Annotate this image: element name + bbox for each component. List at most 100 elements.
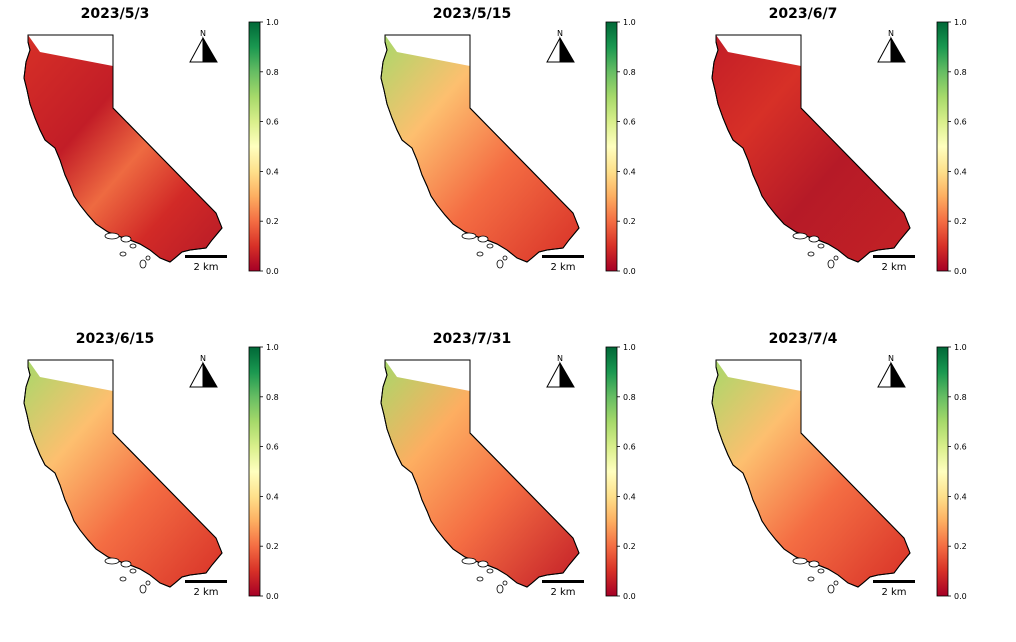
island-shape [129, 243, 137, 249]
colorbar-tick-label: 1.0 [954, 18, 967, 27]
colorbar-tick-label: 1.0 [266, 18, 279, 27]
map-svg: N 2 km 0.0 0.2 0.4 0.6 0.8 1.0 [23, 18, 279, 276]
colorbar-tick-label: 0.6 [266, 118, 279, 127]
colorbar-tick-label: 1.0 [623, 18, 636, 27]
island-shape [502, 255, 508, 261]
island-shape [827, 584, 835, 594]
scale-bar-label: 2 km [881, 262, 906, 273]
panel-title: 2023/7/31 [432, 331, 512, 347]
map-panel: 2023/6/15 N 2 km 0.0 0.2 0.4 0.6 0.8 1.0 [0, 325, 338, 638]
map-panel: 2023/7/4 N 2 km 0.0 0.2 0.4 0.6 0.8 1.0 [688, 325, 1016, 638]
island-shape [129, 568, 137, 574]
colorbar-tick-label: 0.8 [954, 68, 967, 77]
island-shape [792, 557, 808, 565]
island-shape [145, 580, 151, 586]
colorbar-tick-label: 0.8 [623, 68, 636, 77]
map-svg: N 2 km 0.0 0.2 0.4 0.6 0.8 1.0 [380, 343, 636, 601]
island-shape [139, 259, 147, 269]
colorbar-tick-label: 0.2 [954, 217, 967, 226]
north-arrow: N [877, 29, 906, 63]
north-label: N [200, 354, 206, 363]
map-svg: N 2 km 0.0 0.2 0.4 0.6 0.8 1.0 [711, 18, 967, 276]
scale-bar-label: 2 km [550, 587, 575, 598]
california-map [23, 359, 223, 588]
colorbar-tick-label: 0.6 [954, 443, 967, 452]
island-shape [119, 251, 127, 257]
colorbar-tick-label: 0.2 [266, 542, 279, 551]
north-label: N [888, 354, 894, 363]
colorbar-tick-label: 0.4 [266, 492, 279, 501]
panel-title: 2023/6/15 [75, 331, 155, 347]
panel-title: 2023/7/4 [768, 331, 838, 347]
colorbar-tick-label: 0.8 [266, 393, 279, 402]
island-shape [104, 557, 120, 565]
panel-title: 2023/5/3 [80, 6, 150, 22]
colorbar-tick-label: 0.0 [623, 592, 636, 601]
north-label: N [557, 29, 563, 38]
colorbar-tick-label: 0.8 [623, 393, 636, 402]
island-shape [807, 251, 815, 257]
map-panel: 2023/5/15 N 2 km 0.0 0.2 0.4 0.6 0.8 1.0 [357, 0, 695, 313]
colorbar-tick-label: 1.0 [954, 343, 967, 352]
california-map [711, 34, 911, 263]
island-shape [477, 235, 489, 243]
colorbar-tick-label: 0.6 [623, 118, 636, 127]
colorbar-tick-label: 0.2 [954, 542, 967, 551]
island-shape [486, 243, 494, 249]
colorbar: 0.0 0.2 0.4 0.6 0.8 1.0 [936, 343, 967, 601]
california-map [711, 359, 911, 588]
colorbar: 0.0 0.2 0.4 0.6 0.8 1.0 [248, 343, 279, 601]
scale-bar: 2 km [185, 255, 227, 273]
island-shape [807, 576, 815, 582]
island-shape [817, 568, 825, 574]
north-arrow: N [546, 354, 575, 388]
colorbar-tick-label: 0.8 [266, 68, 279, 77]
island-shape [461, 232, 477, 240]
scale-bar: 2 km [542, 580, 584, 598]
colorbar-tick-label: 0.4 [623, 492, 636, 501]
scale-bar-label: 2 km [193, 262, 218, 273]
colorbar-tick-label: 0.4 [954, 167, 967, 176]
california-map [380, 359, 580, 588]
colorbar-tick-label: 0.2 [623, 542, 636, 551]
colorbar-tick-label: 0.0 [954, 267, 967, 276]
colorbar-tick-label: 0.0 [623, 267, 636, 276]
colorbar-tick-label: 0.0 [266, 267, 279, 276]
panel-title: 2023/6/7 [768, 6, 838, 22]
scale-bar-label: 2 km [193, 587, 218, 598]
colorbar: 0.0 0.2 0.4 0.6 0.8 1.0 [605, 343, 636, 601]
colorbar-tick-label: 0.6 [623, 443, 636, 452]
island-shape [461, 557, 477, 565]
california-map [380, 34, 580, 263]
colorbar-tick-label: 0.2 [623, 217, 636, 226]
map-svg: N 2 km 0.0 0.2 0.4 0.6 0.8 1.0 [23, 343, 279, 601]
island-shape [808, 560, 820, 568]
island-shape [496, 584, 504, 594]
north-arrow: N [877, 354, 906, 388]
map-svg: N 2 km 0.0 0.2 0.4 0.6 0.8 1.0 [711, 343, 967, 601]
north-arrow: N [189, 29, 218, 63]
colorbar-tick-label: 1.0 [266, 343, 279, 352]
island-shape [119, 576, 127, 582]
island-shape [139, 584, 147, 594]
island-shape [145, 255, 151, 261]
island-shape [833, 580, 839, 586]
north-label: N [200, 29, 206, 38]
island-shape [827, 259, 835, 269]
island-shape [496, 259, 504, 269]
island-shape [477, 560, 489, 568]
scale-bar: 2 km [185, 580, 227, 598]
colorbar-tick-label: 0.2 [266, 217, 279, 226]
north-arrow: N [189, 354, 218, 388]
colorbar-tick-label: 0.4 [954, 492, 967, 501]
north-label: N [557, 354, 563, 363]
island-shape [817, 243, 825, 249]
island-shape [120, 560, 132, 568]
island-shape [502, 580, 508, 586]
island-shape [120, 235, 132, 243]
scale-bar: 2 km [542, 255, 584, 273]
colorbar-tick-label: 1.0 [623, 343, 636, 352]
island-shape [833, 255, 839, 261]
colorbar: 0.0 0.2 0.4 0.6 0.8 1.0 [248, 18, 279, 276]
panel-title: 2023/5/15 [432, 6, 512, 22]
